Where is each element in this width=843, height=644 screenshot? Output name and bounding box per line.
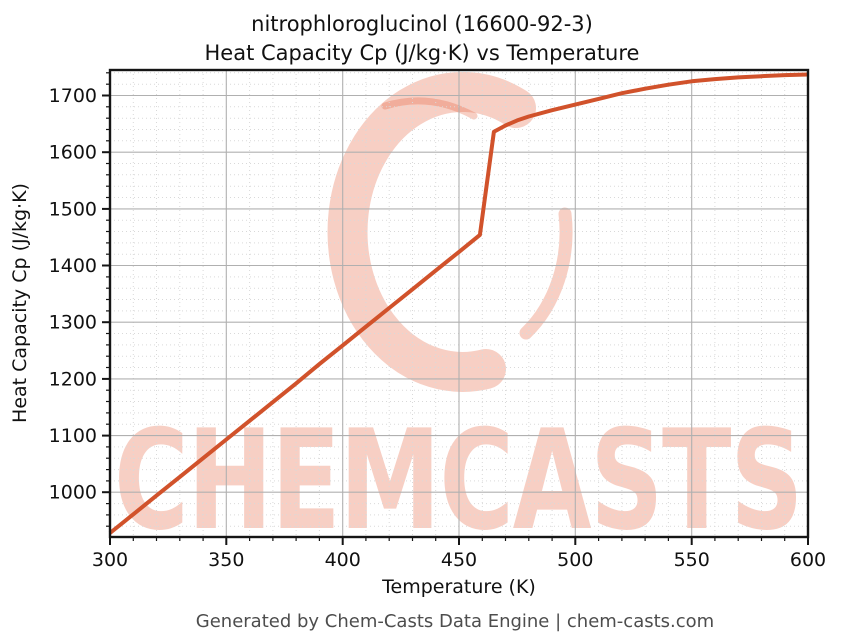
watermark-accent-icon — [381, 97, 478, 120]
y-tick-label: 1300 — [49, 312, 97, 334]
x-tick-label: 300 — [92, 549, 128, 571]
footer-credit: Generated by Chem-Casts Data Engine | ch… — [196, 611, 714, 632]
ticks-layer — [102, 72, 809, 545]
watermark-ring-icon — [327, 71, 536, 392]
y-axis-label: Heat Capacity Cp (J/kg·K) — [9, 183, 31, 423]
grid-major — [110, 70, 808, 537]
y-tick-label: 1100 — [49, 425, 97, 447]
y-tick-label: 1600 — [49, 142, 97, 164]
y-tick-label: 1000 — [49, 482, 97, 504]
data-line-heat-capacity — [108, 72, 809, 535]
chart-title-line2: Heat Capacity Cp (J/kg·K) vs Temperature — [205, 41, 640, 65]
x-tick-label: 350 — [208, 549, 244, 571]
series-layer — [108, 72, 809, 535]
x-axis-label: Temperature (K) — [381, 576, 536, 598]
x-tick-label: 450 — [441, 549, 477, 571]
watermark: CHEMCASTS — [114, 71, 804, 561]
x-tick-label: 500 — [557, 549, 593, 571]
y-tick-label: 1400 — [49, 255, 97, 277]
x-tick-label: 550 — [674, 549, 710, 571]
y-tick-label: 1700 — [49, 85, 97, 107]
x-tick-label: 600 — [790, 549, 826, 571]
y-tick-label: 1200 — [49, 368, 97, 390]
tick-labels-layer: 300 350 400 450 500 550 600 1000 1100 1200 1300 140… — [49, 85, 826, 571]
y-tick-label: 1500 — [49, 198, 97, 220]
x-tick-label: 400 — [325, 549, 361, 571]
chart-title-line1: nitrophloroglucinol (16600-92-3) — [251, 12, 593, 36]
